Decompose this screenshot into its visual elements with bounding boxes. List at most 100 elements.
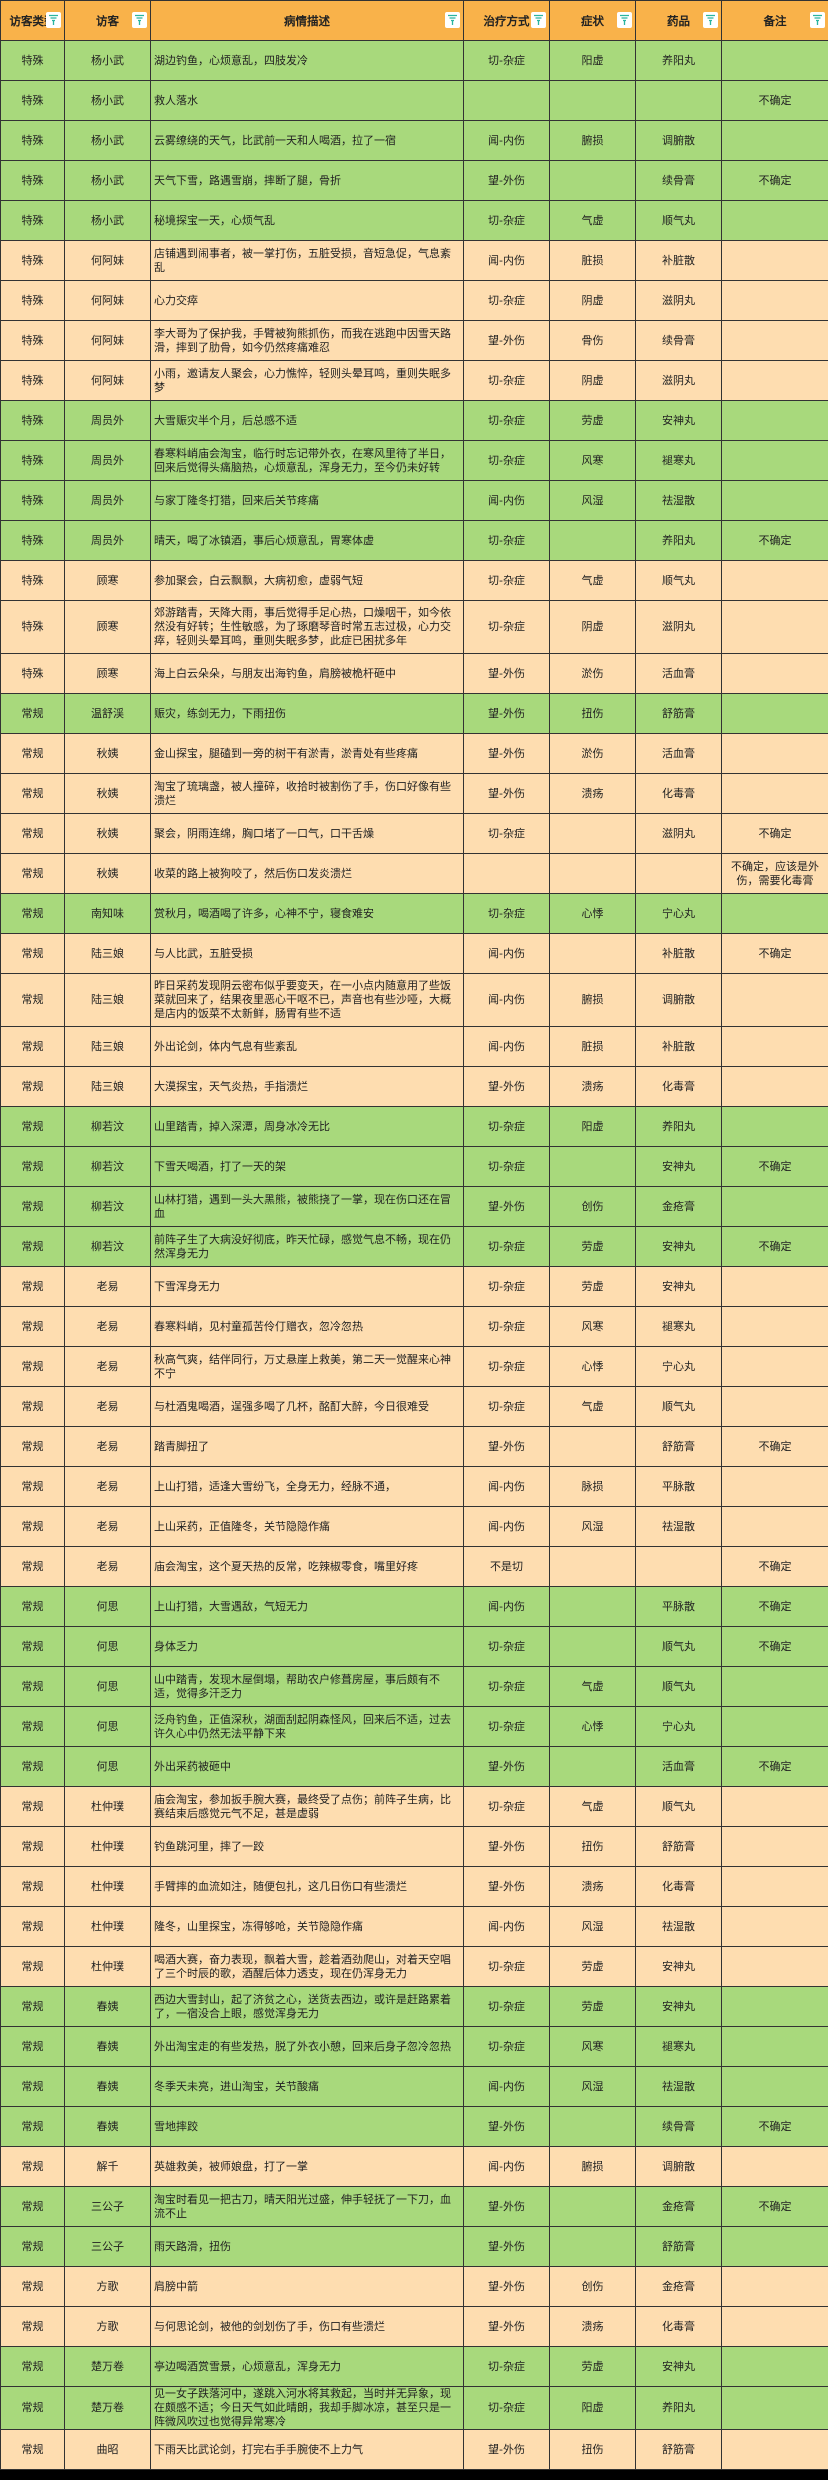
cell-treatment-method[interactable]: 望-外伤: [463, 1426, 550, 1467]
cell-condition-description[interactable]: 庙会淘宝，这个夏天热的反常，吃辣椒零食，嘴里好疼: [150, 1546, 464, 1587]
cell-visitor-type[interactable]: 常规: [0, 1266, 65, 1307]
cell-medicine[interactable]: 调腑散: [635, 2146, 722, 2187]
cell-visitor-type[interactable]: 常规: [0, 2429, 65, 2470]
cell-symptom[interactable]: 阴虚: [549, 360, 636, 401]
cell-symptom[interactable]: 风湿: [549, 1506, 636, 1547]
cell-medicine[interactable]: 舒筋膏: [635, 1826, 722, 1867]
cell-visitor[interactable]: 柳若汶: [64, 1146, 151, 1187]
cell-remark[interactable]: [721, 1106, 828, 1147]
cell-treatment-method[interactable]: 闻-内伤: [463, 120, 550, 161]
cell-remark[interactable]: [721, 1666, 828, 1707]
cell-treatment-method[interactable]: 望-外伤: [463, 733, 550, 774]
table-row[interactable]: 常规 秋姨 收菜的路上被狗咬了，然后伤口发炎溃烂 不确定，应该是外伤，需要化毒膏: [0, 853, 828, 894]
cell-symptom[interactable]: [549, 160, 636, 201]
cell-medicine[interactable]: 祛湿散: [635, 1906, 722, 1947]
cell-treatment-method[interactable]: 望-外伤: [463, 2429, 550, 2470]
cell-remark[interactable]: [721, 1266, 828, 1307]
table-row[interactable]: 特殊 顾寒 海上白云朵朵，与朋友出海钓鱼，肩膀被桅杆砸中 望-外伤 淤伤 活血膏: [0, 653, 828, 694]
cell-treatment-method[interactable]: 闻-内伤: [463, 1506, 550, 1547]
cell-treatment-method[interactable]: 切-杂症: [463, 400, 550, 441]
cell-medicine[interactable]: 补脏散: [635, 1026, 722, 1067]
cell-visitor[interactable]: 柳若汶: [64, 1106, 151, 1147]
table-row[interactable]: 常规 秋姨 淘宝了琉璃盏，被人撞碎，收拾时被割伤了手，伤口好像有些溃烂 望-外伤 溃疡化…: [0, 773, 828, 814]
cell-visitor[interactable]: 秋姨: [64, 773, 151, 814]
cell-remark[interactable]: [721, 1826, 828, 1867]
table-row[interactable]: 常规 老易 秋高气爽，结伴同行，万丈悬崖上救美，第二天一觉醒来心神不宁 切-杂症 心悸宁…: [0, 1346, 828, 1387]
cell-symptom[interactable]: 骨伤: [549, 320, 636, 361]
cell-treatment-method[interactable]: 切-杂症: [463, 2346, 550, 2387]
cell-symptom[interactable]: 风寒: [549, 2026, 636, 2067]
cell-remark[interactable]: 不确定: [721, 1746, 828, 1787]
cell-visitor[interactable]: 秋姨: [64, 853, 151, 894]
cell-treatment-method[interactable]: 切-杂症: [463, 440, 550, 481]
cell-symptom[interactable]: 溃疡: [549, 1866, 636, 1907]
table-row[interactable]: 特殊 顾寒 参加聚会，白云飘飘，大病初愈，虚弱气短 切-杂症 气虚 顺气丸: [0, 560, 828, 601]
cell-visitor-type[interactable]: 常规: [0, 2226, 65, 2267]
cell-treatment-method[interactable]: 望-外伤: [463, 2306, 550, 2347]
cell-medicine[interactable]: 宁心丸: [635, 893, 722, 934]
cell-treatment-method[interactable]: 切-杂症: [463, 1146, 550, 1187]
cell-treatment-method[interactable]: [463, 853, 550, 894]
cell-remark[interactable]: 不确定: [721, 2186, 828, 2227]
cell-treatment-method[interactable]: 切-杂症: [463, 520, 550, 561]
cell-visitor[interactable]: 三公子: [64, 2186, 151, 2227]
cell-remark[interactable]: [721, 1786, 828, 1827]
cell-visitor[interactable]: 何思: [64, 1626, 151, 1667]
cell-visitor-type[interactable]: 特殊: [0, 80, 65, 121]
cell-visitor-type[interactable]: 常规: [0, 1386, 65, 1427]
cell-symptom[interactable]: 气虚: [549, 1386, 636, 1427]
cell-treatment-method[interactable]: [463, 80, 550, 121]
cell-symptom[interactable]: 劳虚: [549, 400, 636, 441]
cell-condition-description[interactable]: 钓鱼跳河里，摔了一跤: [150, 1826, 464, 1867]
cell-symptom[interactable]: 腑损: [549, 973, 636, 1027]
cell-condition-description[interactable]: 春寒料峭，见村童孤苦伶仃赠衣，忽冷忽热: [150, 1306, 464, 1347]
cell-visitor-type[interactable]: 特殊: [0, 240, 65, 281]
cell-visitor-type[interactable]: 常规: [0, 1226, 65, 1267]
cell-condition-description[interactable]: 秘境探宝一天，心烦气乱: [150, 200, 464, 241]
cell-symptom[interactable]: 溃疡: [549, 773, 636, 814]
cell-condition-description[interactable]: 外出采药被砸中: [150, 1746, 464, 1787]
cell-medicine[interactable]: 安神丸: [635, 400, 722, 441]
cell-treatment-method[interactable]: 切-杂症: [463, 360, 550, 401]
cell-medicine[interactable]: 调腑散: [635, 120, 722, 161]
filter-icon[interactable]: [46, 12, 61, 28]
table-row[interactable]: 常规 何思 泛舟钓鱼，正值深秋，湖面刮起阴森怪风，回来后不适，过去许久心中仍然无法平…: [0, 1706, 828, 1747]
cell-visitor[interactable]: 老易: [64, 1386, 151, 1427]
cell-visitor-type[interactable]: 常规: [0, 893, 65, 934]
cell-medicine[interactable]: 滋阴丸: [635, 280, 722, 321]
cell-visitor-type[interactable]: 常规: [0, 2306, 65, 2347]
cell-medicine[interactable]: 活血膏: [635, 733, 722, 774]
cell-visitor-type[interactable]: 常规: [0, 1106, 65, 1147]
cell-medicine[interactable]: 养阳丸: [635, 2386, 722, 2430]
table-row[interactable]: 特殊 周员外 与家丁隆冬打猎，回来后关节疼痛 闻-内伤 风湿 祛湿散: [0, 480, 828, 521]
cell-treatment-method[interactable]: 切-杂症: [463, 200, 550, 241]
cell-condition-description[interactable]: 下雨天比武论剑，打完右手手腕使不上力气: [150, 2429, 464, 2470]
cell-visitor-type[interactable]: 常规: [0, 1866, 65, 1907]
cell-visitor-type[interactable]: 常规: [0, 2346, 65, 2387]
cell-visitor[interactable]: 老易: [64, 1346, 151, 1387]
cell-visitor[interactable]: 杨小武: [64, 120, 151, 161]
cell-remark[interactable]: [721, 693, 828, 734]
cell-condition-description[interactable]: 昨日采药发现阴云密布似乎要变天，在一小点内随意用了些饭菜就回来了，结果夜里恶心干…: [150, 973, 464, 1027]
cell-symptom[interactable]: [549, 520, 636, 561]
cell-medicine[interactable]: 顺气丸: [635, 1666, 722, 1707]
cell-condition-description[interactable]: 上山打猎，大雪遇敌，气短无力: [150, 1586, 464, 1627]
cell-remark[interactable]: [721, 2386, 828, 2430]
cell-visitor[interactable]: 杜仲璞: [64, 1866, 151, 1907]
cell-treatment-method[interactable]: 切-杂症: [463, 1346, 550, 1387]
cell-visitor[interactable]: 老易: [64, 1306, 151, 1347]
cell-visitor-type[interactable]: 常规: [0, 1426, 65, 1467]
cell-remark[interactable]: [721, 1946, 828, 1987]
cell-medicine[interactable]: 祛湿散: [635, 2066, 722, 2107]
cell-symptom[interactable]: [549, 813, 636, 854]
table-row[interactable]: 常规 老易 踏青脚扭了 望-外伤 舒筋膏 不确定: [0, 1426, 828, 1467]
cell-treatment-method[interactable]: 切-杂症: [463, 1666, 550, 1707]
cell-symptom[interactable]: 溃疡: [549, 2306, 636, 2347]
cell-remark[interactable]: 不确定: [721, 520, 828, 561]
cell-medicine[interactable]: 顺气丸: [635, 1786, 722, 1827]
cell-visitor-type[interactable]: 常规: [0, 1986, 65, 2027]
cell-condition-description[interactable]: 与杜酒鬼喝酒，逞强多喝了几杯，酩酊大醉，今日很难受: [150, 1386, 464, 1427]
cell-medicine[interactable]: 安神丸: [635, 1226, 722, 1267]
cell-visitor[interactable]: 杨小武: [64, 200, 151, 241]
cell-condition-description[interactable]: 赏秋月，喝酒喝了许多，心神不宁，寝食难安: [150, 893, 464, 934]
